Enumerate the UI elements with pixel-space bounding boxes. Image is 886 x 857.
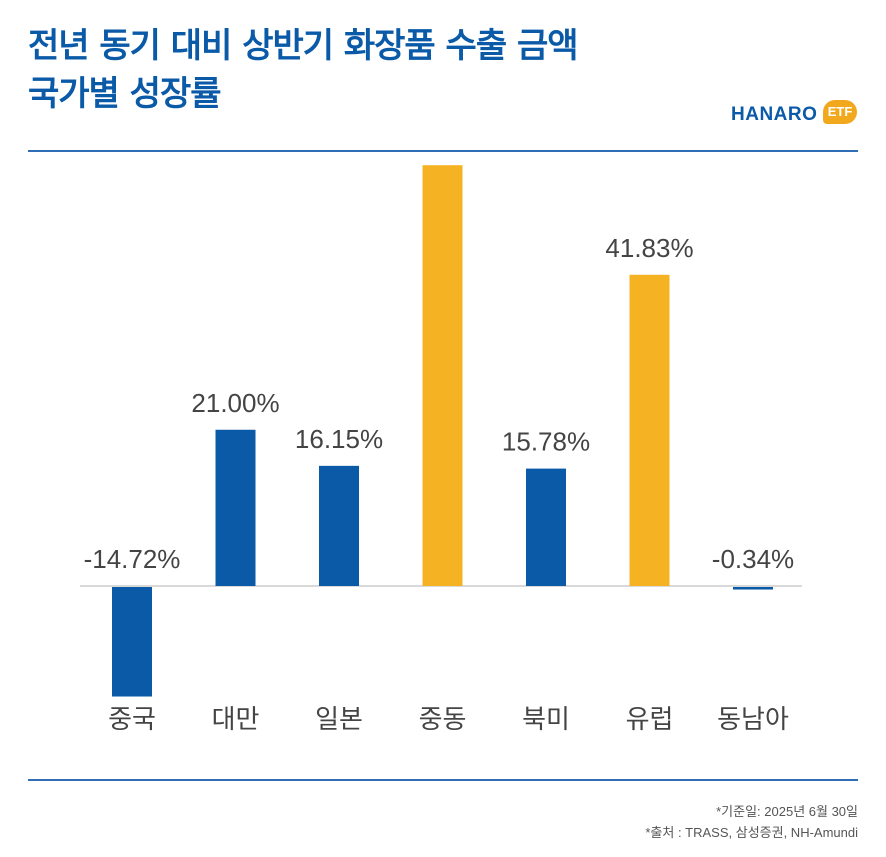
category-label-5: 북미 [522,705,570,735]
category-label-2: 대만 [212,705,260,735]
value-label-2: 21.00% [191,388,279,418]
bar-4 [422,165,463,586]
value-label-1: -14.72% [84,544,181,574]
bar-5 [526,468,566,586]
category-label-3: 일본 [315,705,363,735]
category-label-4: 중동 [419,705,467,735]
bar-7 [733,587,773,590]
logo-badge: ETF [823,100,857,124]
value-label-7: -0.34% [712,544,794,574]
category-label-6: 유럽 [626,705,674,735]
bar-6 [629,274,670,586]
logo-text: HANARO [731,104,818,125]
value-label-6: 41.83% [605,233,693,263]
bar-1 [112,587,152,697]
category-label-7: 동남아 [717,705,789,735]
value-label-5: 15.78% [502,427,590,457]
footnote-date: *기준일: 2025년 6월 30일 [716,804,858,819]
top-divider [28,150,858,152]
title-line-2: 국가별 성장률 [28,74,222,114]
bar-chart: -14.72%중국21.00%대만16.15%일본56.56%중동15.78%북… [80,165,802,735]
category-label-1: 중국 [108,705,156,735]
bottom-divider [28,779,858,781]
value-label-3: 16.15% [295,424,383,454]
bar-2 [215,429,256,586]
chart-title: 전년 동기 대비 상반기 화장품 수출 금액 국가별 성장률 [28,22,579,118]
title-line-1: 전년 동기 대비 상반기 화장품 수출 금액 [28,26,579,66]
bar-3 [319,465,359,586]
footnote-source: *출처 : TRASS, 삼성증권, NH-Amundi [645,825,858,840]
